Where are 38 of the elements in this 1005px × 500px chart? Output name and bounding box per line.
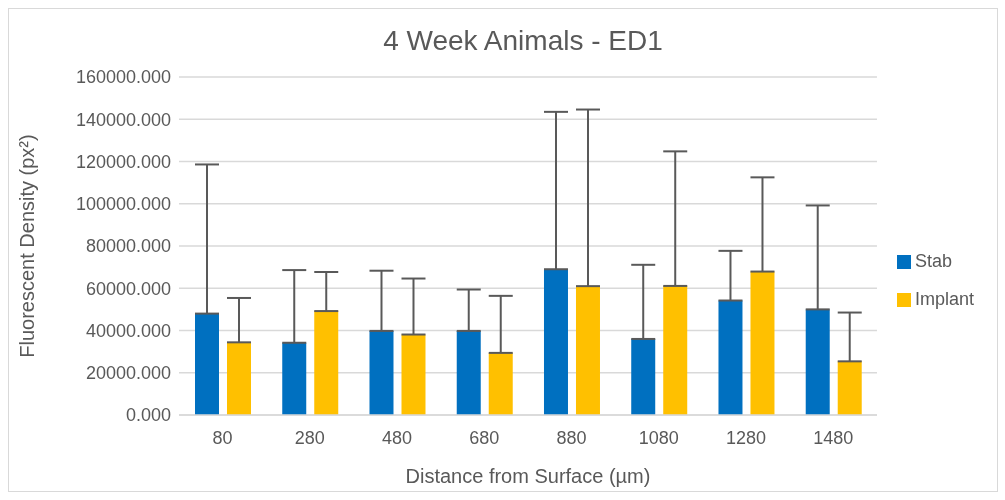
x-tick-label: 280 xyxy=(294,427,325,448)
y-tick-label: 120000.000 xyxy=(75,151,171,172)
bar xyxy=(663,285,688,415)
bar xyxy=(837,361,862,415)
bar xyxy=(227,342,251,415)
bar xyxy=(314,311,339,415)
bar xyxy=(488,352,513,415)
bar xyxy=(369,330,394,415)
chart-title: 4 Week Animals - ED1 xyxy=(382,25,664,58)
bar xyxy=(543,269,568,415)
y-tick-label: 40000.000 xyxy=(85,320,171,341)
bar xyxy=(718,300,743,415)
bar xyxy=(805,309,830,415)
bar xyxy=(575,286,600,415)
y-tick-label: 140000.000 xyxy=(75,109,171,130)
x-tick-label: 1280 xyxy=(726,427,767,448)
y-tick-label: 0.000 xyxy=(125,405,171,426)
bar xyxy=(631,338,656,415)
bar xyxy=(456,330,481,415)
x-axis-title: Distance from Surface (µm) xyxy=(405,465,651,488)
x-tick-label: 1480 xyxy=(813,427,854,448)
y-tick-label: 100000.000 xyxy=(75,194,171,215)
bar xyxy=(195,313,219,415)
x-tick-label: 480 xyxy=(382,427,413,448)
y-axis-title: Fluorescent Density (px²) xyxy=(16,134,39,358)
bar xyxy=(282,342,307,415)
y-tick-label: 20000.000 xyxy=(85,363,171,384)
bar xyxy=(401,334,426,415)
y-tick-label: 80000.000 xyxy=(85,236,171,257)
x-tick-label: 880 xyxy=(556,427,587,448)
y-tick-label: 60000.000 xyxy=(85,278,171,299)
x-tick-label: 80 xyxy=(212,427,233,448)
x-tick-label: 680 xyxy=(469,427,500,448)
x-tick-label: 1080 xyxy=(638,427,679,448)
legend-label: Implant xyxy=(914,289,974,309)
bar xyxy=(750,271,775,415)
legend-label: Stab xyxy=(914,251,952,271)
y-tick-label: 160000.000 xyxy=(75,67,171,88)
